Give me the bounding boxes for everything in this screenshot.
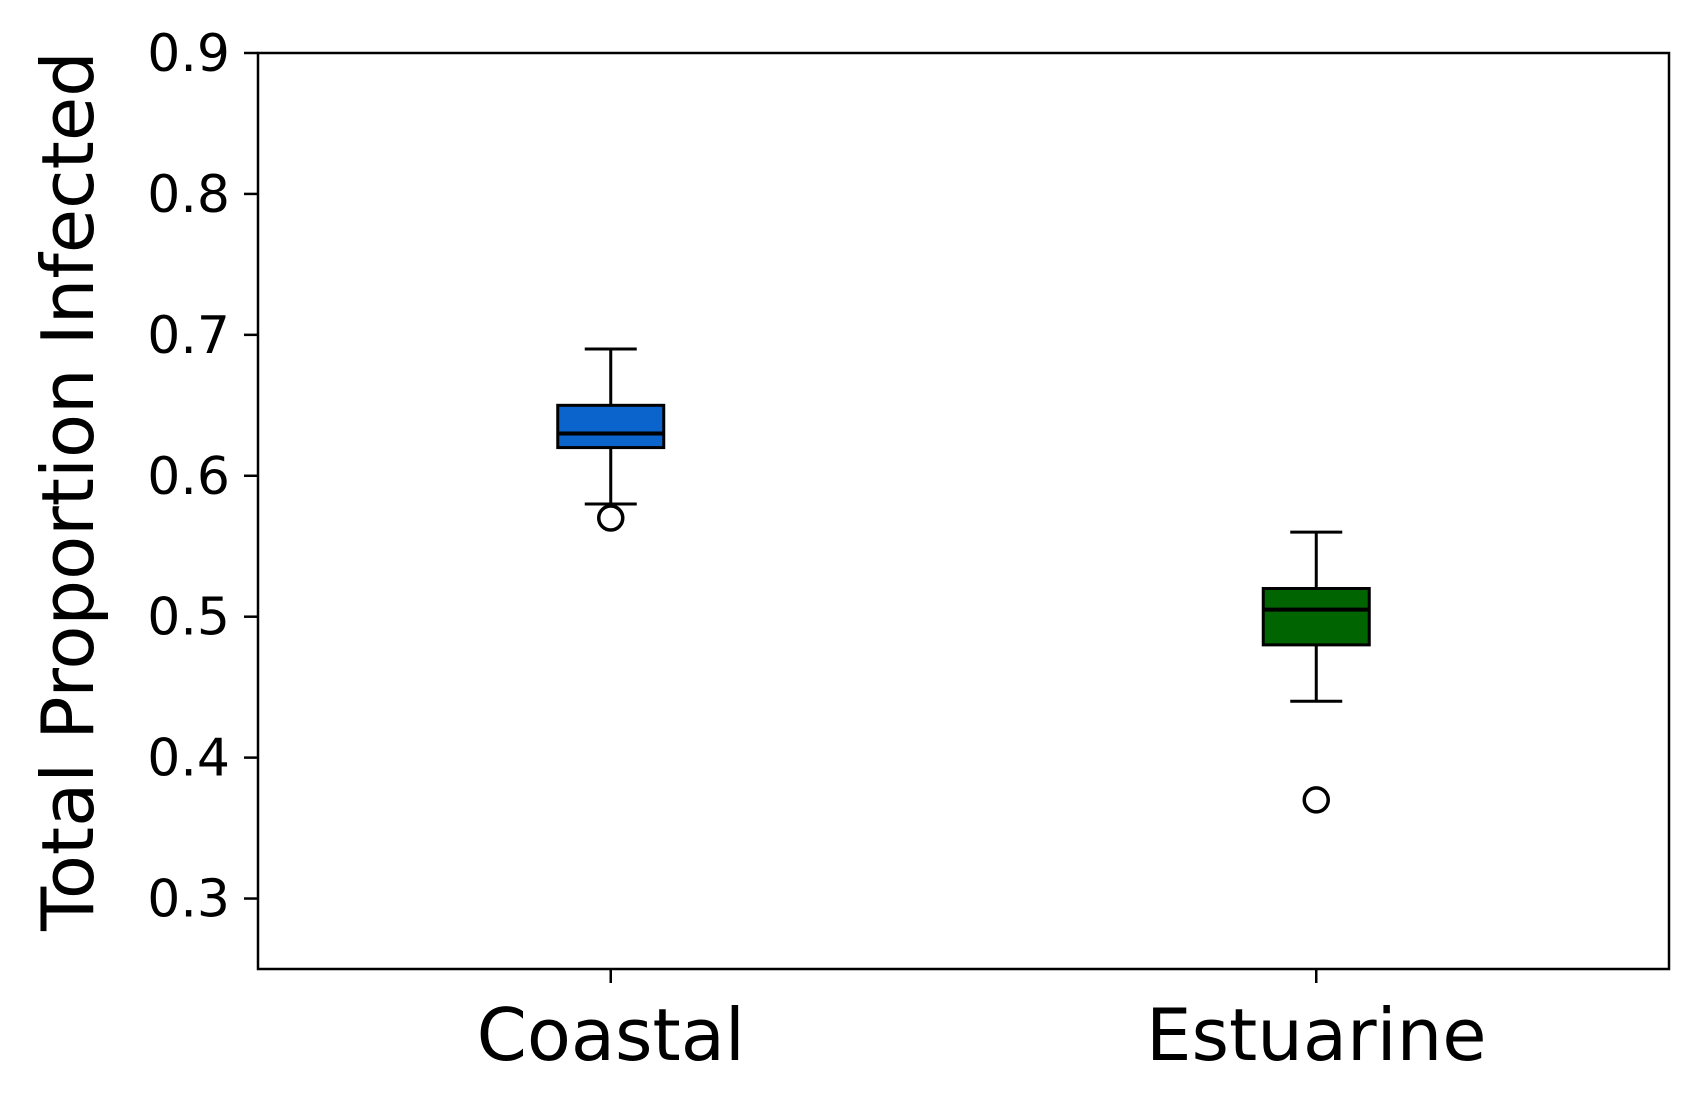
y-tick-label: 0.5 xyxy=(147,588,230,648)
y-tick-label: 0.7 xyxy=(147,306,230,366)
y-tick-label: 0.4 xyxy=(147,729,230,789)
box-series xyxy=(556,347,1371,814)
y-tick-label: 0.8 xyxy=(147,165,230,225)
box-estuarine xyxy=(1261,530,1371,814)
y-axis-label: Total Proportion Infected xyxy=(26,51,110,932)
y-tick-label: 0.6 xyxy=(147,447,230,507)
outlier-point xyxy=(597,504,625,532)
plot-frame xyxy=(256,51,1671,971)
y-tick-label: 0.3 xyxy=(147,870,230,930)
x-axis-ticks: Coastal Estuarine xyxy=(477,969,1487,1077)
box-coastal xyxy=(556,347,666,532)
y-tick-label: 0.9 xyxy=(147,24,230,84)
box-body xyxy=(556,403,666,450)
box-body xyxy=(1261,587,1371,647)
x-tick-label: Coastal xyxy=(477,993,745,1077)
outlier-point xyxy=(1302,786,1330,814)
x-tick-label: Estuarine xyxy=(1146,993,1487,1077)
y-axis-ticks: 0.3 0.4 0.5 0.6 0.7 0.8 0.9 xyxy=(147,24,258,930)
